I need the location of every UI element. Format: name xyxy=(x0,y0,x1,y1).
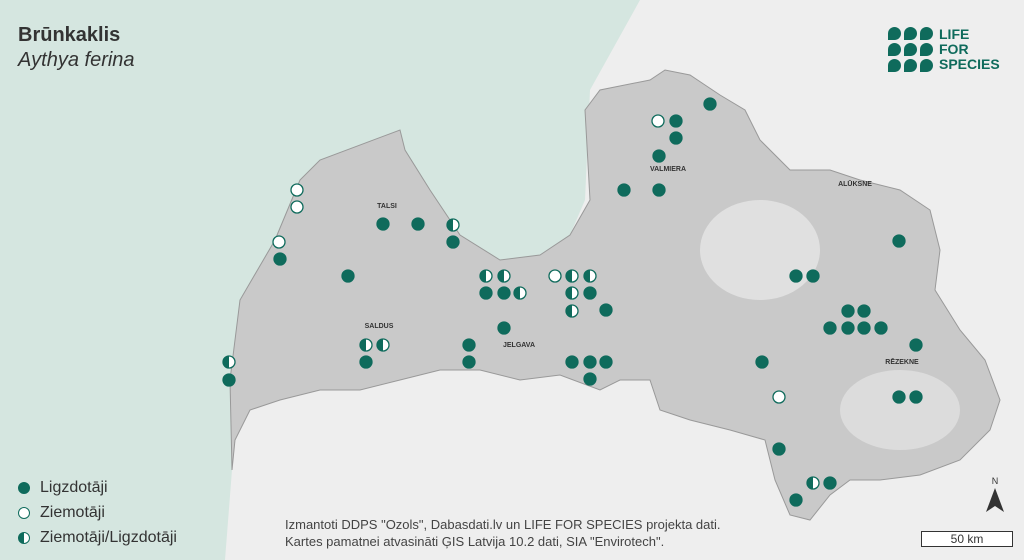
breeding-record-point xyxy=(789,493,803,507)
north-arrow: N xyxy=(985,476,1005,516)
half-fill-mark xyxy=(223,356,229,368)
wintering-record-point xyxy=(772,390,786,404)
breeding-record-point xyxy=(565,355,579,369)
city-label: RĒZEKNE xyxy=(885,358,919,366)
city-label: ALŪKSNE xyxy=(838,180,872,188)
half-fill-mark xyxy=(480,270,486,282)
breeding-record-point xyxy=(599,355,613,369)
half-fill-mark xyxy=(514,287,520,299)
breeding-record-point xyxy=(823,476,837,490)
breeding-record-point xyxy=(892,390,906,404)
upland-area xyxy=(840,370,960,450)
breeding-record-point xyxy=(359,355,373,369)
half-fill-mark xyxy=(498,270,504,282)
breeding-record-point xyxy=(669,114,683,128)
map-title: Brūnkaklis xyxy=(18,24,121,46)
breeding-record-point xyxy=(617,183,631,197)
breeding-record-point xyxy=(892,234,906,248)
half-fill-mark xyxy=(584,270,590,282)
breeding-record-point xyxy=(755,355,769,369)
breeding-record-point xyxy=(857,321,871,335)
breeding-record-point xyxy=(652,183,666,197)
logo-leaf-icon xyxy=(888,27,933,72)
half-fill-mark xyxy=(377,339,383,351)
half-fill-mark xyxy=(807,477,813,489)
legend-label: Ziemotāji/Ligzdotāji xyxy=(40,528,177,546)
breeding-record-point xyxy=(772,442,786,456)
city-label: JELGAVA xyxy=(503,342,535,349)
breeding-record-point xyxy=(341,269,355,283)
breeding-record-point xyxy=(841,321,855,335)
legend-label: Ziemotāji xyxy=(40,503,105,521)
breeding-record-point xyxy=(479,286,493,300)
wintering-record-point xyxy=(548,269,562,283)
legend-item-breeding: Ligzdotāji xyxy=(18,475,177,500)
city-label: TALSI xyxy=(377,203,397,210)
breeding-record-point xyxy=(823,321,837,335)
breeding-record-point xyxy=(909,390,923,404)
breeding-record-point xyxy=(497,286,511,300)
species-latin-name: Aythya ferina xyxy=(18,49,135,71)
breeding-record-point xyxy=(874,321,888,335)
half-circle-icon xyxy=(18,531,30,544)
legend-label: Ligzdotāji xyxy=(40,478,108,496)
breeding-record-point xyxy=(411,217,425,231)
half-fill-mark xyxy=(566,305,572,317)
breeding-record-point xyxy=(789,269,803,283)
half-fill-mark xyxy=(447,219,453,231)
wintering-record-point xyxy=(290,200,304,214)
breeding-record-point xyxy=(909,338,923,352)
city-label: SALDUS xyxy=(365,323,394,330)
breeding-record-point xyxy=(857,304,871,318)
breeding-record-point xyxy=(376,217,390,231)
breeding-record-point xyxy=(583,355,597,369)
breeding-record-point xyxy=(841,304,855,318)
legend-item-both: Ziemotāji/Ligzdotāji xyxy=(18,525,177,550)
logo-text: SPECIES xyxy=(939,56,1000,72)
breeding-record-point xyxy=(806,269,820,283)
breeding-record-point xyxy=(669,131,683,145)
wintering-record-point xyxy=(272,235,286,249)
breeding-record-point xyxy=(222,373,236,387)
breeding-record-point xyxy=(583,286,597,300)
breeding-record-point xyxy=(462,338,476,352)
north-arrow-icon xyxy=(986,488,1004,512)
legend-item-wintering: Ziemotāji xyxy=(18,500,177,525)
breeding-record-point xyxy=(599,303,613,317)
wintering-record-point xyxy=(290,183,304,197)
breeding-record-point xyxy=(703,97,717,111)
upland-area xyxy=(700,200,820,300)
breeding-record-point xyxy=(583,372,597,386)
breeding-record-point xyxy=(497,321,511,335)
north-label: N xyxy=(991,476,999,486)
filled-circle-icon xyxy=(18,481,30,494)
logo-text: LIFE xyxy=(939,26,970,42)
city-label: VALMIERA xyxy=(650,166,686,173)
life-for-species-logo: LIFE FOR SPECIES xyxy=(888,27,1000,72)
scale-bar: 50 km xyxy=(921,531,1013,547)
half-fill-mark xyxy=(360,339,366,351)
breeding-record-point xyxy=(652,149,666,163)
half-fill-mark xyxy=(566,287,572,299)
half-fill-mark xyxy=(566,270,572,282)
latvia-territory xyxy=(229,69,1001,521)
logo-text: FOR xyxy=(939,41,969,57)
credits-line: Kartes pamatnei atvasināti ĢIS Latvija 1… xyxy=(285,534,665,549)
credits: Izmantoti DDPS "Ozols", Dabasdati.lv un … xyxy=(285,516,721,550)
breeding-record-point xyxy=(462,355,476,369)
breeding-record-point xyxy=(273,252,287,266)
legend: Ligzdotāji Ziemotāji Ziemotāji/Ligzdotāj… xyxy=(18,475,177,550)
sea xyxy=(0,0,640,560)
credits-line: Izmantoti DDPS "Ozols", Dabasdati.lv un … xyxy=(285,517,721,532)
hollow-circle-icon xyxy=(18,506,30,519)
wintering-record-point xyxy=(651,114,665,128)
breeding-record-point xyxy=(446,235,460,249)
